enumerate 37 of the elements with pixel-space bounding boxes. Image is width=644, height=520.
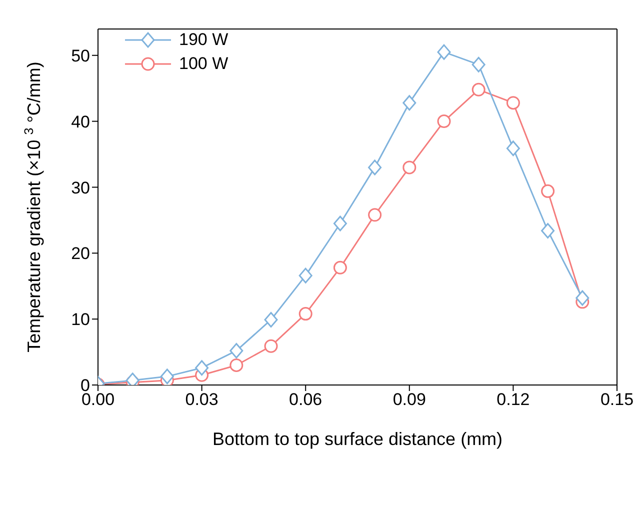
point (437, 44, 451, 60)
y-tick-label: 40 (71, 112, 90, 132)
point (506, 140, 520, 156)
point (541, 222, 555, 238)
point (368, 160, 382, 176)
point (402, 95, 416, 111)
y-tick-label: 50 (71, 46, 90, 66)
point (402, 160, 416, 174)
point (472, 56, 486, 72)
point (264, 312, 278, 328)
x-tick-label: 0.03 (185, 390, 218, 410)
x-tick-label: 0.12 (496, 390, 530, 410)
y-tick-label: 20 (71, 244, 90, 264)
point (160, 368, 174, 384)
x-tick-label: 0.00 (81, 390, 115, 410)
x-tick-label: 0.15 (600, 390, 634, 410)
legend-label: 100 W (179, 54, 228, 74)
point (298, 268, 312, 284)
point (541, 184, 555, 198)
x-tick-label: 0.09 (392, 390, 426, 410)
y-tick-label: 10 (71, 310, 90, 330)
point (230, 342, 244, 358)
point (368, 208, 382, 222)
point (437, 114, 451, 128)
point (506, 96, 520, 110)
point (195, 360, 209, 376)
x-axis-title: Bottom to top surface distance (mm) (212, 429, 503, 449)
point (333, 260, 347, 274)
point (576, 290, 590, 306)
x-tick-label: 0.06 (289, 390, 322, 410)
point (472, 82, 486, 96)
legend-label: 190 W (179, 30, 228, 50)
point (333, 216, 347, 232)
point (298, 307, 312, 321)
point (264, 339, 278, 353)
point (230, 358, 244, 372)
y-tick-label: 30 (71, 178, 90, 198)
